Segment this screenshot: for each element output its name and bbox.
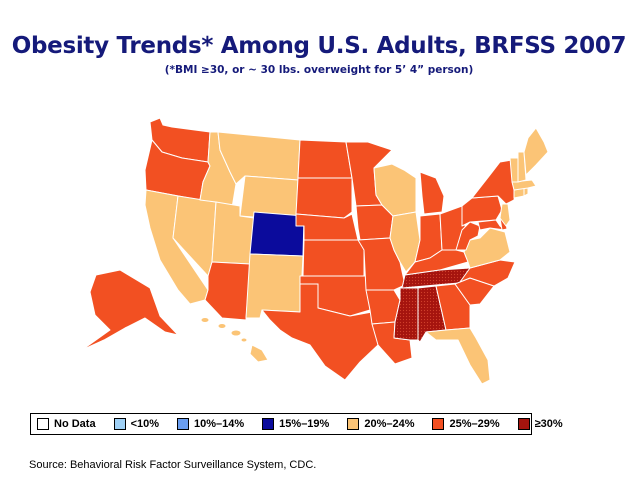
state-maine (523, 127, 549, 176)
legend-label: 25%–29% (449, 418, 500, 430)
state-arizona (204, 261, 251, 321)
state-georgia (435, 283, 471, 331)
state-rhode-island (523, 187, 529, 197)
state-hawaii-island (230, 329, 242, 337)
legend-swatch (347, 418, 360, 430)
state-south-dakota (295, 177, 353, 219)
legend-swatch (37, 418, 49, 430)
page-subtitle: (*BMI ≥30, or ~ 30 lbs. overweight for 5… (164, 64, 474, 76)
legend-swatch (432, 418, 445, 430)
legend-item: 20%–24% (341, 414, 414, 434)
legend-label: ≥30% (534, 418, 563, 430)
state-nebraska (295, 213, 359, 241)
state-virginia (463, 227, 511, 269)
state-north-carolina (459, 259, 516, 287)
page-title: Obesity Trends* Among U.S. Adults, BRFSS… (11, 33, 627, 59)
legend-swatch (517, 418, 530, 430)
state-arkansas (365, 289, 401, 325)
legend-label: No Data (54, 418, 96, 430)
legend-item: 25%–29% (426, 414, 500, 434)
state-illinois (389, 211, 421, 273)
state-texas (261, 283, 379, 381)
state-florida (425, 327, 491, 385)
legend-swatch (113, 418, 126, 430)
state-michigan (419, 171, 445, 215)
state-hawaii-island (217, 323, 227, 329)
state-kansas (302, 239, 365, 277)
state-new-hampshire (517, 151, 527, 183)
map-legend: No Data <10% 10%–14% 15%–19% 20%–24% 25%–29% ≥… (30, 413, 563, 435)
state-maryland (477, 219, 506, 231)
state-west-virginia (455, 221, 481, 251)
state-alaska (81, 269, 179, 351)
state-hawaii (249, 344, 269, 363)
state-new-mexico (245, 253, 304, 319)
legend-item: <10% (108, 414, 159, 434)
legend-item: No Data (31, 414, 96, 434)
legend-label: <10% (130, 418, 160, 430)
state-hawaii-island (240, 337, 248, 343)
legend-label: 20%–24% (364, 418, 415, 430)
legend-item: 10%–14% (171, 414, 244, 434)
state-hawaii-island (200, 317, 210, 323)
legend-item: ≥30% (512, 414, 563, 434)
legend-item: 15%–19% (256, 414, 329, 434)
legend-label: 15%–19% (279, 418, 330, 430)
legend-swatch (262, 418, 275, 430)
state-vermont (509, 157, 519, 183)
state-new-jersey (499, 203, 511, 227)
state-north-dakota (297, 139, 353, 179)
source-note: Source: Behavioral Risk Factor Surveilla… (29, 459, 317, 471)
legend-label: 10%–14% (194, 418, 245, 430)
legend-swatch (177, 418, 190, 430)
